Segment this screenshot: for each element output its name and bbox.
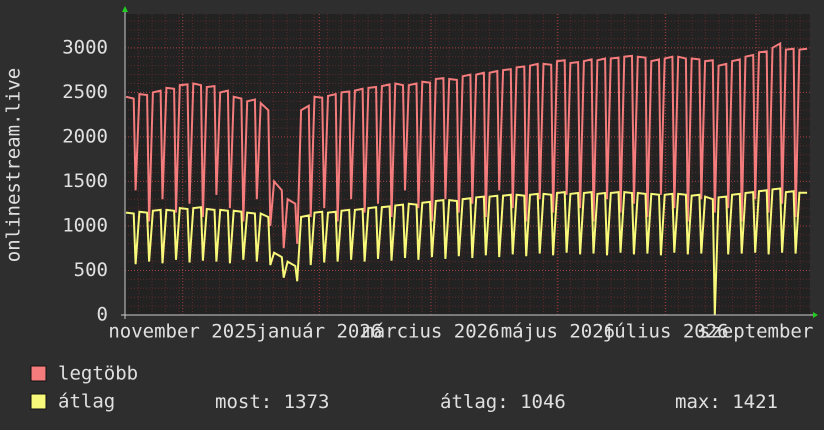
- y-tick-label: 1500: [62, 170, 108, 192]
- stat-value: 1421: [732, 391, 778, 413]
- y-axis-title: onlinestream.live: [3, 68, 25, 262]
- y-tick-label: 0: [97, 304, 108, 326]
- arrow: [813, 312, 818, 318]
- series-line: [125, 187, 808, 316]
- arrow: [122, 6, 128, 12]
- stat-label: átlag:: [440, 391, 509, 413]
- stat: max: 1421: [675, 391, 778, 413]
- stat: most: 1373: [215, 391, 329, 413]
- y-tick-label: 3000: [62, 36, 108, 58]
- x-tick-label: május 2026: [501, 321, 615, 343]
- x-tick-label: november 2025: [108, 321, 257, 343]
- y-tick-label: 1000: [62, 214, 108, 236]
- stat-label: most:: [215, 391, 272, 413]
- legend-swatch: [30, 365, 47, 382]
- stat-value: 1046: [520, 391, 566, 413]
- y-tick-label: 2500: [62, 81, 108, 103]
- x-tick-label: március 2026: [362, 321, 499, 343]
- legend-label: legtöbb: [58, 363, 138, 385]
- plot-area: [125, 14, 810, 315]
- series-line: [125, 41, 808, 249]
- y-tick-label: 2000: [62, 125, 108, 147]
- stat-value: 1373: [284, 391, 330, 413]
- x-tick-label: szeptember: [699, 321, 813, 343]
- x-tick-label: január 2026: [256, 321, 382, 343]
- stat: átlag: 1046: [440, 391, 566, 413]
- legend-label: átlag: [58, 391, 115, 413]
- stat-label: max:: [675, 391, 721, 413]
- y-tick-label: 500: [74, 259, 108, 281]
- x-tick-label: július 2026: [603, 321, 729, 343]
- legend-swatch: [30, 393, 47, 410]
